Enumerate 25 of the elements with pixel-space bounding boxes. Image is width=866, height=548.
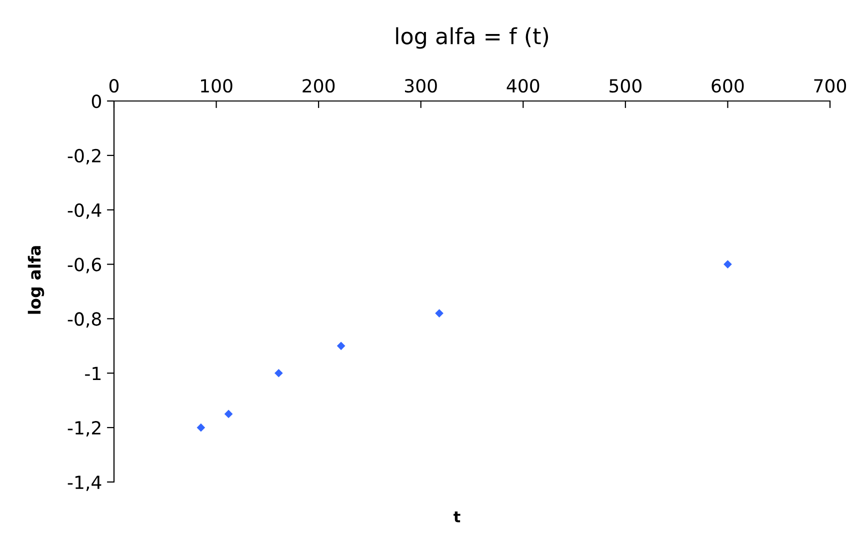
x-tick-label: 400: [506, 78, 540, 93]
x-tick-label: 700: [814, 78, 846, 93]
point: [336, 342, 346, 350]
x-tick-label: 200: [302, 78, 335, 93]
point: [196, 423, 206, 432]
point: [274, 368, 283, 378]
x-tick-label: 300: [405, 78, 437, 93]
y-tick-label: 0: [92, 94, 101, 108]
y-tick-label: -0,4: [68, 203, 102, 219]
point: [224, 410, 233, 418]
x-tick-label: 0: [109, 78, 119, 93]
y-tick-label: -0,6: [68, 258, 102, 274]
point: [724, 260, 732, 268]
x-tick-label: 600: [712, 78, 744, 93]
y-tick-label: -0,8: [68, 312, 101, 328]
x-tick-label: 500: [610, 78, 642, 93]
x-axis-title: t: [454, 511, 460, 522]
y-tick-label: -1,4: [68, 476, 102, 491]
point: [435, 309, 444, 318]
chart-title: log alfa = f (t): [396, 27, 548, 49]
y-tick-label: -0,2: [68, 148, 100, 164]
y-tick-label: -1: [85, 366, 101, 380]
y-tick-label: -1,2: [68, 421, 100, 437]
x-tick-label: 100: [201, 78, 232, 93]
y-axis-title: log alfa: [28, 246, 44, 314]
